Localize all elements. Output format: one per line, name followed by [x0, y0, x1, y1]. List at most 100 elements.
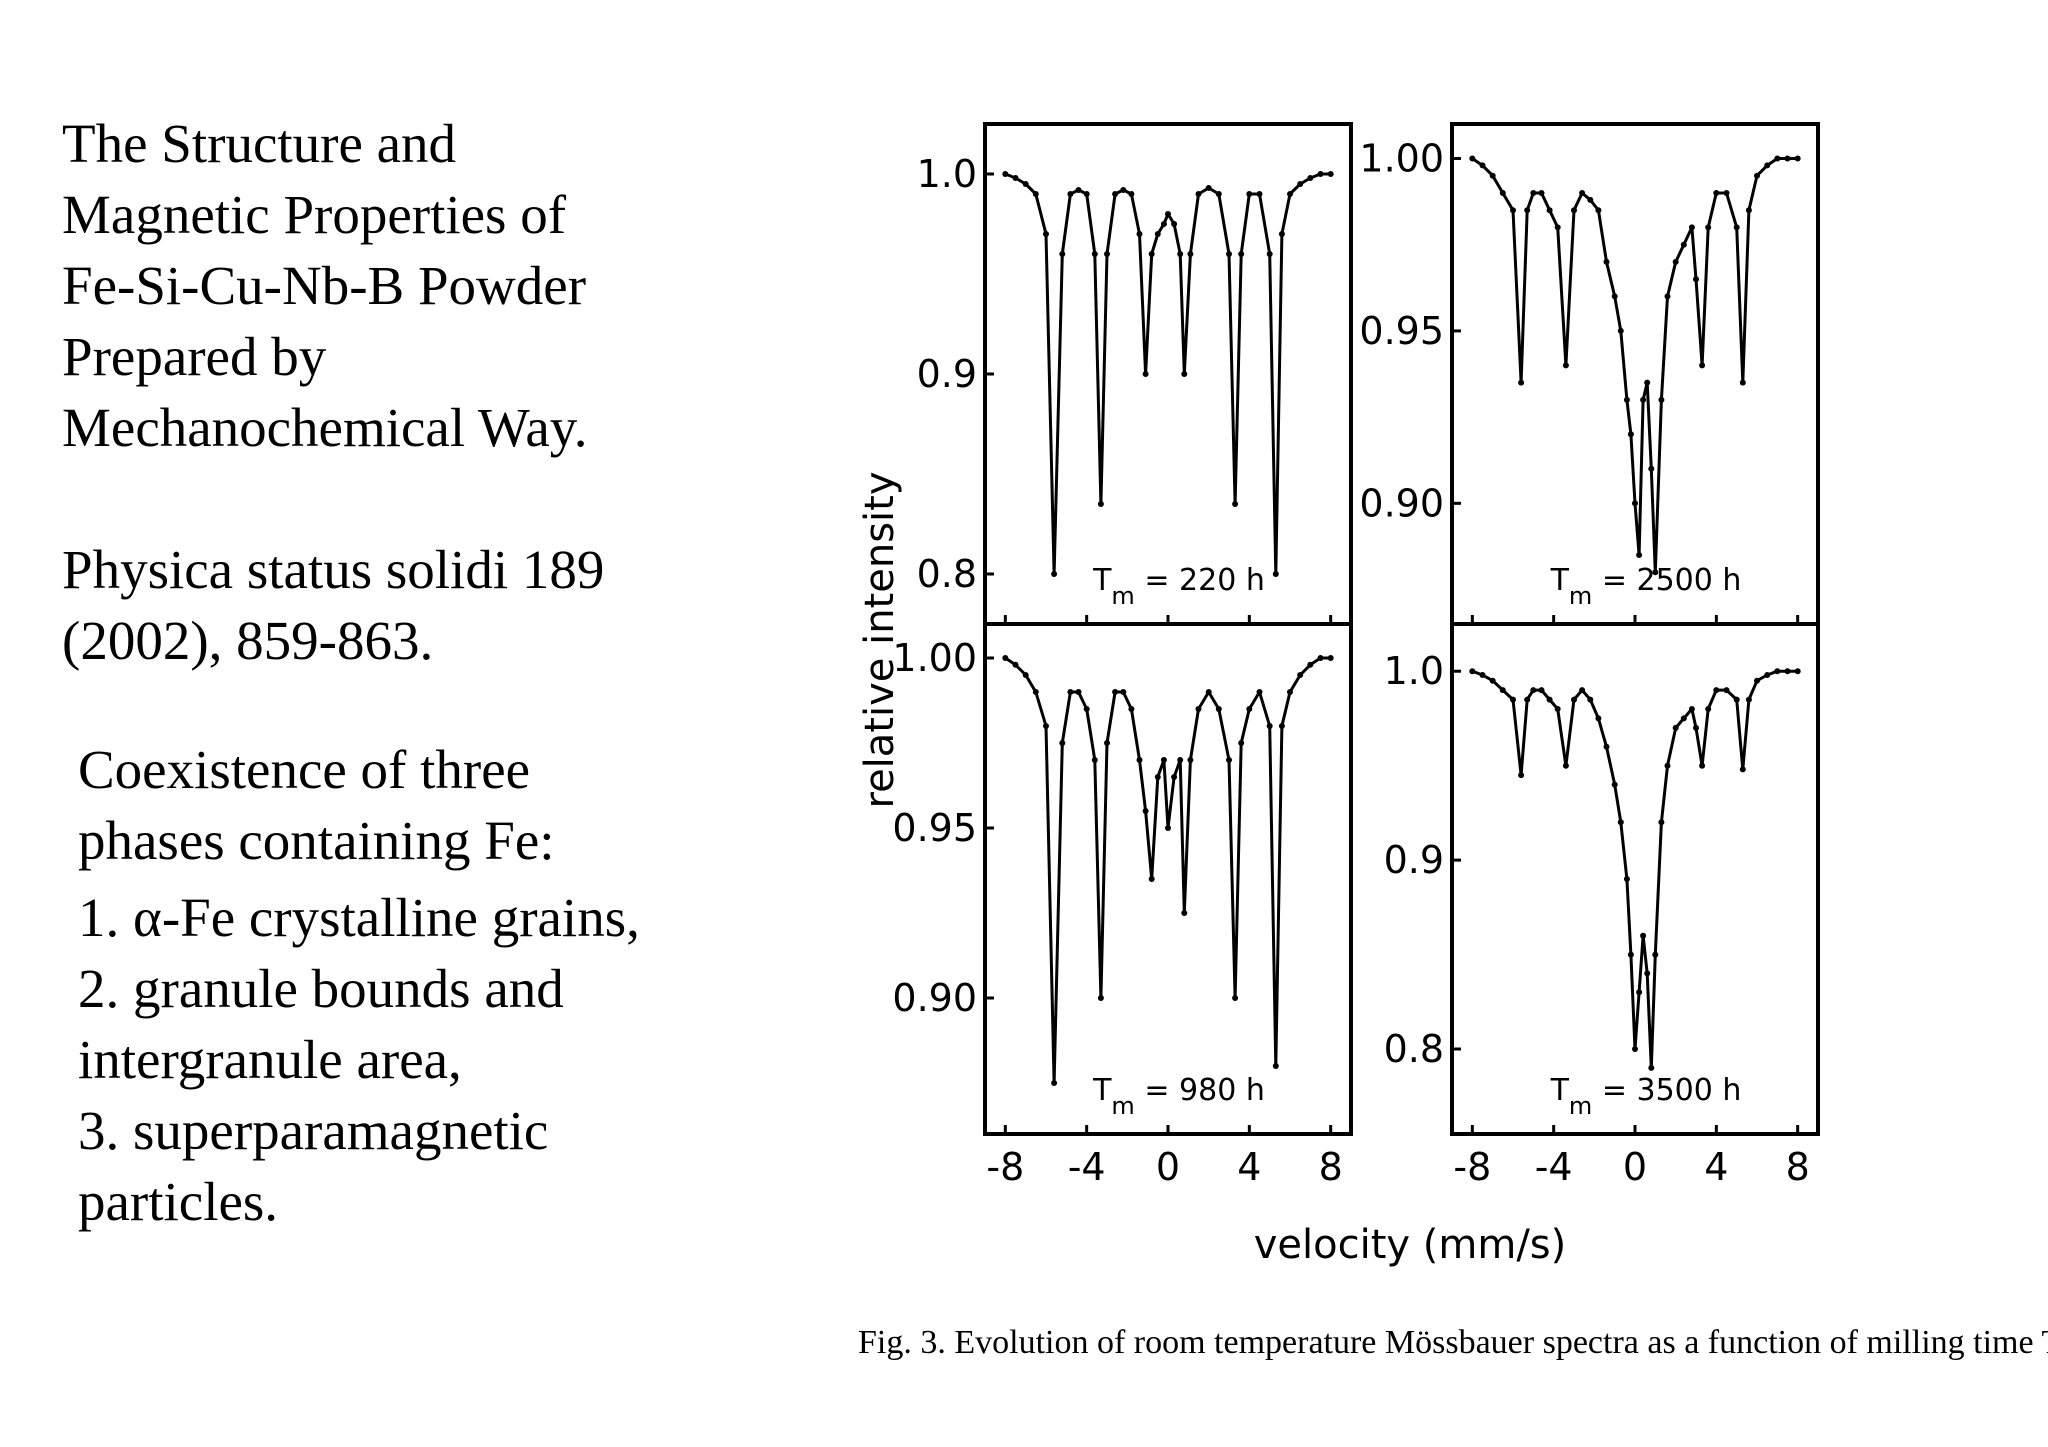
spectrum-point: [1181, 910, 1188, 916]
spectrum-point: [1739, 766, 1746, 773]
title-line: Magnetic Properties of: [62, 184, 567, 245]
spectrum-point: [1688, 224, 1695, 231]
spectrum-point: [1530, 190, 1537, 196]
spectrum-point: [1154, 231, 1161, 237]
spectrum-point: [1287, 191, 1293, 197]
spectrum-point: [1538, 687, 1545, 694]
spectrum-point: [1012, 661, 1019, 668]
spectrum-point: [1658, 396, 1665, 403]
spectrum-point: [1120, 689, 1127, 695]
phase-item: particles.: [78, 1171, 279, 1232]
spectrum-point: [1672, 724, 1679, 731]
x-tick-label: 4: [1704, 1145, 1728, 1189]
slide-text: The Structure and Magnetic Properties of…: [62, 108, 762, 1237]
spectrum-panel: 1.0 0.9 0.8 -8 -4 0 4 8 Tm = 3500 h: [1384, 622, 1820, 1189]
spectrum-point: [1112, 689, 1119, 695]
spectrum-point: [1546, 696, 1553, 703]
caption-text: Fig. 3. Evolution of room temperature Mö…: [858, 1324, 2048, 1361]
spectrum-point: [1317, 171, 1324, 177]
spectrum-point: [1136, 757, 1143, 763]
spectrum-point: [1652, 569, 1659, 576]
spectrum-point: [1774, 155, 1781, 162]
spectrum-point: [1097, 501, 1104, 507]
spectrum-point: [1307, 175, 1314, 181]
spectrum-point: [1226, 757, 1232, 763]
title-line: Fe-Si-Cu-Nb-B Powder: [62, 255, 587, 316]
spectrum-point: [1693, 724, 1699, 731]
spectrum-point: [1611, 781, 1618, 788]
spectrum-point: [1579, 687, 1586, 694]
spectrum-point: [1232, 995, 1239, 1001]
title-line: Prepared by: [62, 326, 327, 387]
spectrum-point: [1287, 689, 1293, 695]
spectrum-point: [1104, 740, 1110, 746]
spectrum-point: [1165, 825, 1171, 831]
spectrum-point: [1142, 371, 1149, 377]
milling-time-label: Tm = 980 h: [1092, 1073, 1265, 1120]
spectrum-point: [1160, 757, 1167, 763]
y-tick-label: 1.0: [1384, 649, 1444, 693]
spectrum-point: [1205, 689, 1212, 695]
spectrum-point: [1215, 706, 1222, 712]
phase-item: 2. granule bounds and: [78, 958, 564, 1019]
spectrum-point: [1784, 668, 1791, 675]
label-main: T: [1550, 1073, 1570, 1108]
spectrum-point: [1518, 772, 1525, 779]
spectrum-point: [1688, 706, 1695, 712]
spectrum-panel: 1.00 0.95 0.90 Tm = 2500 h: [1359, 122, 1820, 626]
spectrum-point: [1148, 251, 1155, 257]
phase-item: 3. superparamagnetic: [78, 1100, 549, 1161]
spectrum-point: [1297, 181, 1304, 187]
spectrum-point: [1278, 723, 1285, 729]
spectrum-point: [1187, 757, 1194, 763]
spectrum-point: [1571, 207, 1577, 214]
spectrum-point: [1489, 172, 1496, 179]
reference-line: (2002), 859-863.: [62, 610, 434, 671]
y-tick-label: 0.90: [1359, 481, 1444, 525]
x-tick-label: -8: [1453, 1145, 1491, 1189]
spectrum-point: [1232, 501, 1239, 507]
spectrum-point: [1226, 251, 1232, 257]
spectrum-point: [1128, 191, 1135, 197]
spectrum-point: [1327, 171, 1334, 177]
spectrum-point: [1022, 181, 1029, 187]
spectrum-point: [1672, 258, 1679, 265]
spectrum-point: [1733, 224, 1740, 231]
spectrum-point: [1603, 258, 1610, 265]
spectrum-point: [1238, 740, 1245, 746]
spectrum-line: [1471, 669, 1798, 1070]
spectrum-point: [1603, 743, 1610, 750]
spectrum-point: [1745, 207, 1752, 214]
label-value: = 980 h: [1135, 1073, 1265, 1108]
spectrum-point: [1739, 379, 1746, 386]
label-value: = 220 h: [1135, 563, 1265, 598]
spectrum-point: [1177, 251, 1184, 257]
spectrum-point: [1032, 191, 1039, 197]
spectrum-point: [1611, 293, 1618, 300]
x-axis-label: velocity (mm/s): [1254, 1222, 1567, 1268]
y-tick-label: 0.95: [1359, 309, 1444, 353]
spectrum-point: [1644, 970, 1651, 977]
spectrum-point: [1554, 706, 1561, 712]
spectrum-point: [1272, 1063, 1279, 1069]
spectrum-point: [1664, 293, 1671, 300]
spectrum-point: [1640, 932, 1647, 939]
spectrum-point: [1479, 162, 1486, 169]
milling-time-label: Tm = 220 h: [1092, 563, 1265, 610]
spectrum-point: [1571, 696, 1577, 703]
phase-item: 1. α-Fe crystalline grains,: [78, 887, 640, 948]
x-tick-label: 8: [1319, 1145, 1343, 1189]
spectrum-point: [1723, 687, 1730, 694]
spectrum-point: [1587, 196, 1594, 203]
spectrum-point: [1652, 951, 1659, 958]
spectrum-point: [1148, 876, 1155, 882]
spectrum-point: [1562, 362, 1569, 369]
spectrum-point: [1067, 191, 1074, 197]
spectrum-point: [1307, 661, 1314, 668]
spectrum-line: [1471, 157, 1798, 574]
x-tick-label: -4: [1068, 1145, 1106, 1189]
paper-title: The Structure and Magnetic Properties of…: [62, 108, 762, 463]
spectrum-panel: 1.00 0.95 0.90 -8 -4 0 4 8 Tm = 980 h: [892, 622, 1353, 1189]
spectrum-point: [1002, 171, 1009, 177]
label-subscript: m: [1569, 1092, 1592, 1120]
